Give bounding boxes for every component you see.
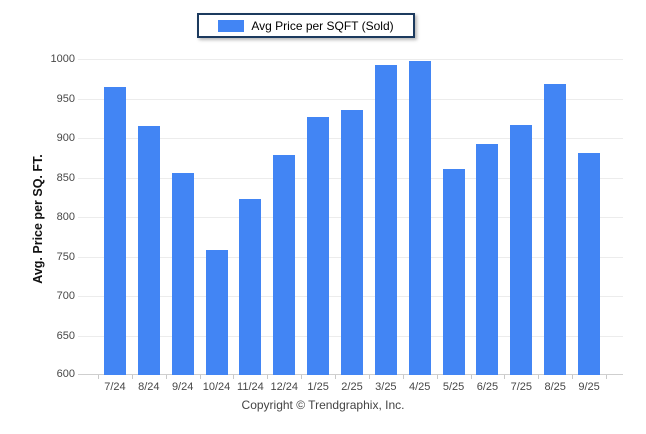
x-tick-label: 7/24: [104, 381, 126, 393]
x-tick-label: 5/25: [442, 381, 465, 393]
y-tick-label: 1000: [50, 53, 75, 65]
bar-8-24: [137, 126, 160, 375]
bar-12-24: [273, 155, 296, 375]
x-tick-label: 6/25: [476, 381, 499, 393]
x-axis-tick: [301, 375, 303, 379]
x-tick-label: 10/24: [202, 381, 231, 393]
plot-area: [78, 59, 623, 379]
x-tick-label: 12/24: [270, 381, 299, 393]
y-tick-label: 650: [56, 329, 75, 342]
bar-8-25: [544, 84, 567, 375]
gridline: [78, 98, 623, 100]
bars-region: [98, 59, 606, 375]
x-tick-label: 9/25: [578, 381, 600, 393]
y-tick-label: 750: [56, 250, 75, 263]
x-tick-label: 3/25: [375, 381, 397, 393]
x-axis-tick: [98, 375, 99, 379]
x-axis-tick: [538, 375, 540, 379]
bar-5-25: [442, 168, 465, 375]
bar-2-25: [341, 110, 363, 375]
y-tick-label: 900: [56, 132, 75, 144]
x-axis-tick: [199, 375, 201, 379]
gridline: [78, 59, 623, 60]
x-tick-label: 11/24: [237, 381, 264, 393]
x-axis-tick: [267, 375, 269, 379]
x-axis-tick: [368, 375, 370, 379]
x-tick-label: 9/24: [171, 381, 194, 393]
y-tick-label: 850: [56, 171, 75, 184]
x-axis-tick: [504, 375, 506, 379]
y-tick-label: 700: [56, 290, 75, 302]
bar-10-24: [205, 250, 228, 375]
x-tick-label: 8/25: [544, 381, 566, 393]
x-tick-label: 7/25: [510, 381, 533, 393]
x-tick-label: 1/25: [307, 381, 329, 393]
legend: Avg Price per SQFT (Sold): [197, 13, 415, 38]
bar-11-24: [239, 198, 262, 375]
x-axis-tick: [436, 375, 438, 379]
x-tick-label: 2/25: [341, 381, 363, 393]
x-axis-tick: [131, 375, 133, 379]
bar-7-24: [103, 87, 126, 375]
y-tick-label: 800: [56, 211, 75, 223]
bar-9-24: [171, 172, 194, 375]
bar-9-25: [578, 153, 601, 375]
x-axis-tick: [572, 375, 574, 379]
x-axis-tick: [165, 375, 167, 379]
bar-4-25: [408, 61, 431, 375]
x-tick-label: 8/24: [138, 381, 160, 393]
y-tick-label: 950: [56, 92, 75, 105]
x-tick-label: 4/25: [409, 381, 431, 393]
bar-7-25: [510, 125, 533, 375]
x-axis-tick: [470, 375, 472, 379]
copyright-text: Copyright © Trendgraphix, Inc.: [241, 398, 405, 412]
bar-3-25: [374, 65, 397, 375]
x-axis-tick: [335, 375, 337, 379]
bar-6-25: [476, 144, 499, 375]
y-tick-label: 600: [56, 368, 75, 380]
legend-label: Avg Price per SQFT (Sold): [251, 18, 394, 33]
x-axis-tick: [606, 375, 607, 379]
bar-1-25: [307, 116, 330, 375]
legend-swatch-icon: [218, 19, 245, 32]
x-axis-tick: [402, 375, 404, 379]
x-axis-tick: [233, 375, 235, 379]
